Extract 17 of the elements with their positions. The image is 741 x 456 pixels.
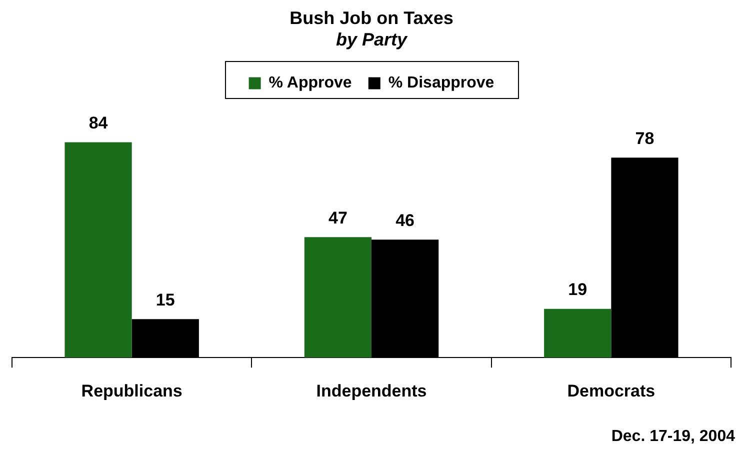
x-tick-label: Democrats [567,381,656,400]
chart-subtitle: by Party [336,29,408,50]
bar [544,308,612,358]
chart-title: Bush Job on Taxes [290,8,454,28]
legend-label: % Disapprove [388,74,494,92]
text: Dec. 17-19, 2004 [611,428,735,446]
x-tick-label: Independents [316,381,427,400]
legend-label: % Approve [268,74,352,92]
bar [304,237,372,358]
data-label: 15 [156,290,175,310]
x-tick-label: Republicans [81,381,182,400]
bar [64,142,132,358]
data-label: 46 [396,210,415,230]
data-label: 78 [635,128,654,148]
data-label: 19 [568,280,588,300]
data-label: 47 [328,208,348,228]
data-label: 84 [88,113,108,132]
